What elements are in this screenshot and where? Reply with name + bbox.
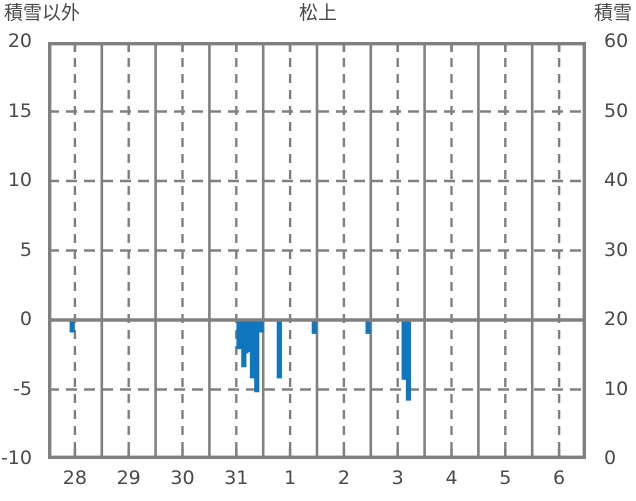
right-axis-tick-label: 50 [604,99,629,122]
left-axis-unit-label: 積雪以外 [4,2,81,24]
bar [254,320,260,393]
right-axis-tick-label: 0 [604,447,617,469]
right-axis-tick-label: 10 [604,377,629,400]
plot-area [48,42,586,459]
left-axis-tick-label: 10 [7,169,32,191]
left-axis-tick-label: 5 [19,238,32,261]
x-axis-tick-label: 5 [499,467,512,489]
x-axis-tick-label: 30 [170,467,195,489]
chart-title: 松上 [298,2,337,24]
right-axis-unit-label: 積雪 [593,2,632,24]
left-axis-tick-label: 20 [7,30,32,52]
x-axis-tick-label: 28 [62,467,87,489]
left-axis-tick-label: 15 [7,99,32,122]
x-axis-tick-label: 6 [553,467,566,489]
x-axis-tick-label: 1 [284,467,297,489]
x-axis-tick-label: 2 [337,467,350,489]
x-axis-tick-label: 29 [116,467,141,489]
left-axis-tick-label: 0 [19,308,32,330]
bar [405,320,412,401]
bar [365,320,371,334]
x-axis-tick-label: 3 [391,467,404,489]
right-axis-tick-label: 20 [604,308,629,330]
right-axis-tick-label: 30 [604,238,629,261]
left-axis-tick-label: -5 [13,377,32,400]
bar [69,320,75,333]
plot-svg [48,42,586,459]
bar-series [69,320,412,401]
vertical-major-gridlines [100,42,534,459]
left-axis-tick-label: -10 [0,447,32,469]
bar [311,320,317,334]
plot-border [48,42,586,459]
bar [401,320,407,380]
x-axis-tick-label: 4 [445,467,458,489]
right-axis-tick-label: 60 [604,30,629,52]
bar [236,320,242,350]
right-axis-tick-label: 40 [604,169,629,191]
x-axis-tick-label: 31 [224,467,249,489]
bar [258,320,264,333]
plot-border-rect [48,42,586,459]
bar [276,320,282,379]
